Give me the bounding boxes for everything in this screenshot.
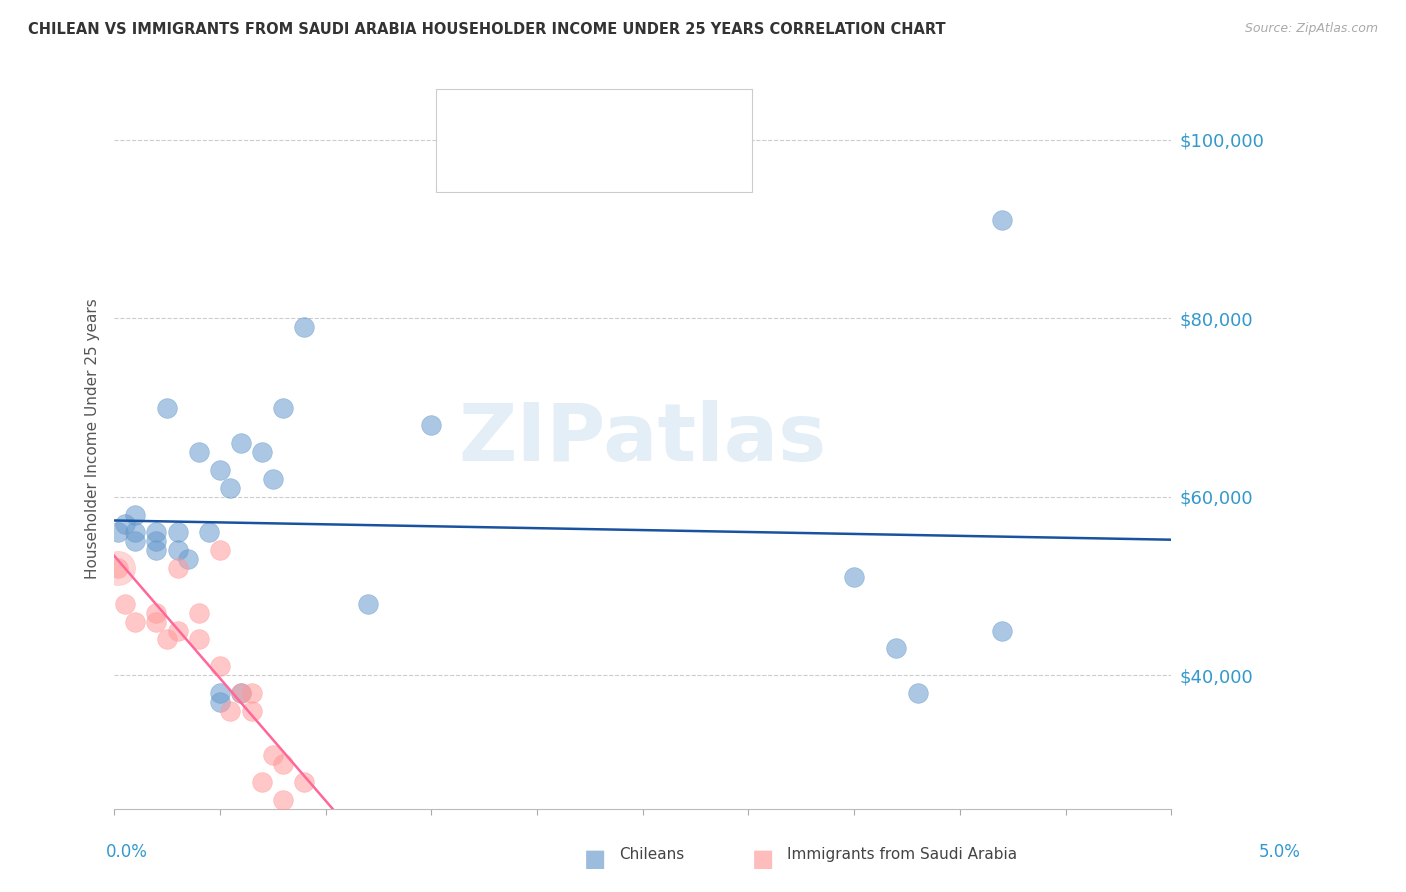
Point [273,401,295,415]
Point [262,472,284,486]
Point [156,632,179,647]
Text: R =  0.061   N = 27: R = 0.061 N = 27 [485,113,643,128]
Point [177,552,200,566]
Point [107,561,129,575]
Point [229,436,252,450]
Point [240,704,263,718]
Text: Immigrants from Saudi Arabia: Immigrants from Saudi Arabia [787,847,1018,862]
Point [145,615,167,629]
Point [124,508,146,522]
Point [187,632,209,647]
Point [240,686,263,700]
Text: ■: ■ [752,847,775,871]
Text: ZIPatlas: ZIPatlas [458,400,827,478]
Point [208,695,231,709]
Point [107,561,129,575]
Text: 0.0%: 0.0% [105,843,148,861]
Point [166,561,188,575]
Point [145,534,167,549]
Point [273,793,295,807]
Point [145,543,167,558]
Point [420,418,443,433]
Point [886,641,908,656]
Point [145,606,167,620]
Point [357,597,380,611]
Text: ■: ■ [583,847,606,871]
Text: Source: ZipAtlas.com: Source: ZipAtlas.com [1244,22,1378,36]
Point [229,686,252,700]
Text: 5.0%: 5.0% [1258,843,1301,861]
Point [208,463,231,477]
Point [166,624,188,638]
Point [294,320,316,334]
Point [991,624,1014,638]
Point [124,525,146,540]
Point [219,481,242,495]
Point [294,775,316,789]
Point [208,659,231,673]
Point [187,606,209,620]
Point [198,525,221,540]
Point [907,686,929,700]
Point [107,525,129,540]
Point [208,686,231,700]
Text: CHILEAN VS IMMIGRANTS FROM SAUDI ARABIA HOUSEHOLDER INCOME UNDER 25 YEARS CORREL: CHILEAN VS IMMIGRANTS FROM SAUDI ARABIA … [28,22,946,37]
Point [166,543,188,558]
Point [208,543,231,558]
Point [124,534,146,549]
Point [262,748,284,763]
Point [219,704,242,718]
Point [114,516,136,531]
Point [166,525,188,540]
Point [145,525,167,540]
Y-axis label: Householder Income Under 25 years: Householder Income Under 25 years [86,299,100,579]
Point [229,686,252,700]
Point [187,445,209,459]
Point [114,597,136,611]
Point [156,401,179,415]
Point [124,615,146,629]
Text: ■: ■ [460,147,477,165]
Text: R = -0.664   N = 21: R = -0.664 N = 21 [485,147,643,162]
Point [250,775,273,789]
Point [273,757,295,772]
Point [991,213,1014,227]
Text: Chileans: Chileans [619,847,683,862]
Text: ■: ■ [460,113,477,131]
Point [842,570,865,584]
Point [250,445,273,459]
